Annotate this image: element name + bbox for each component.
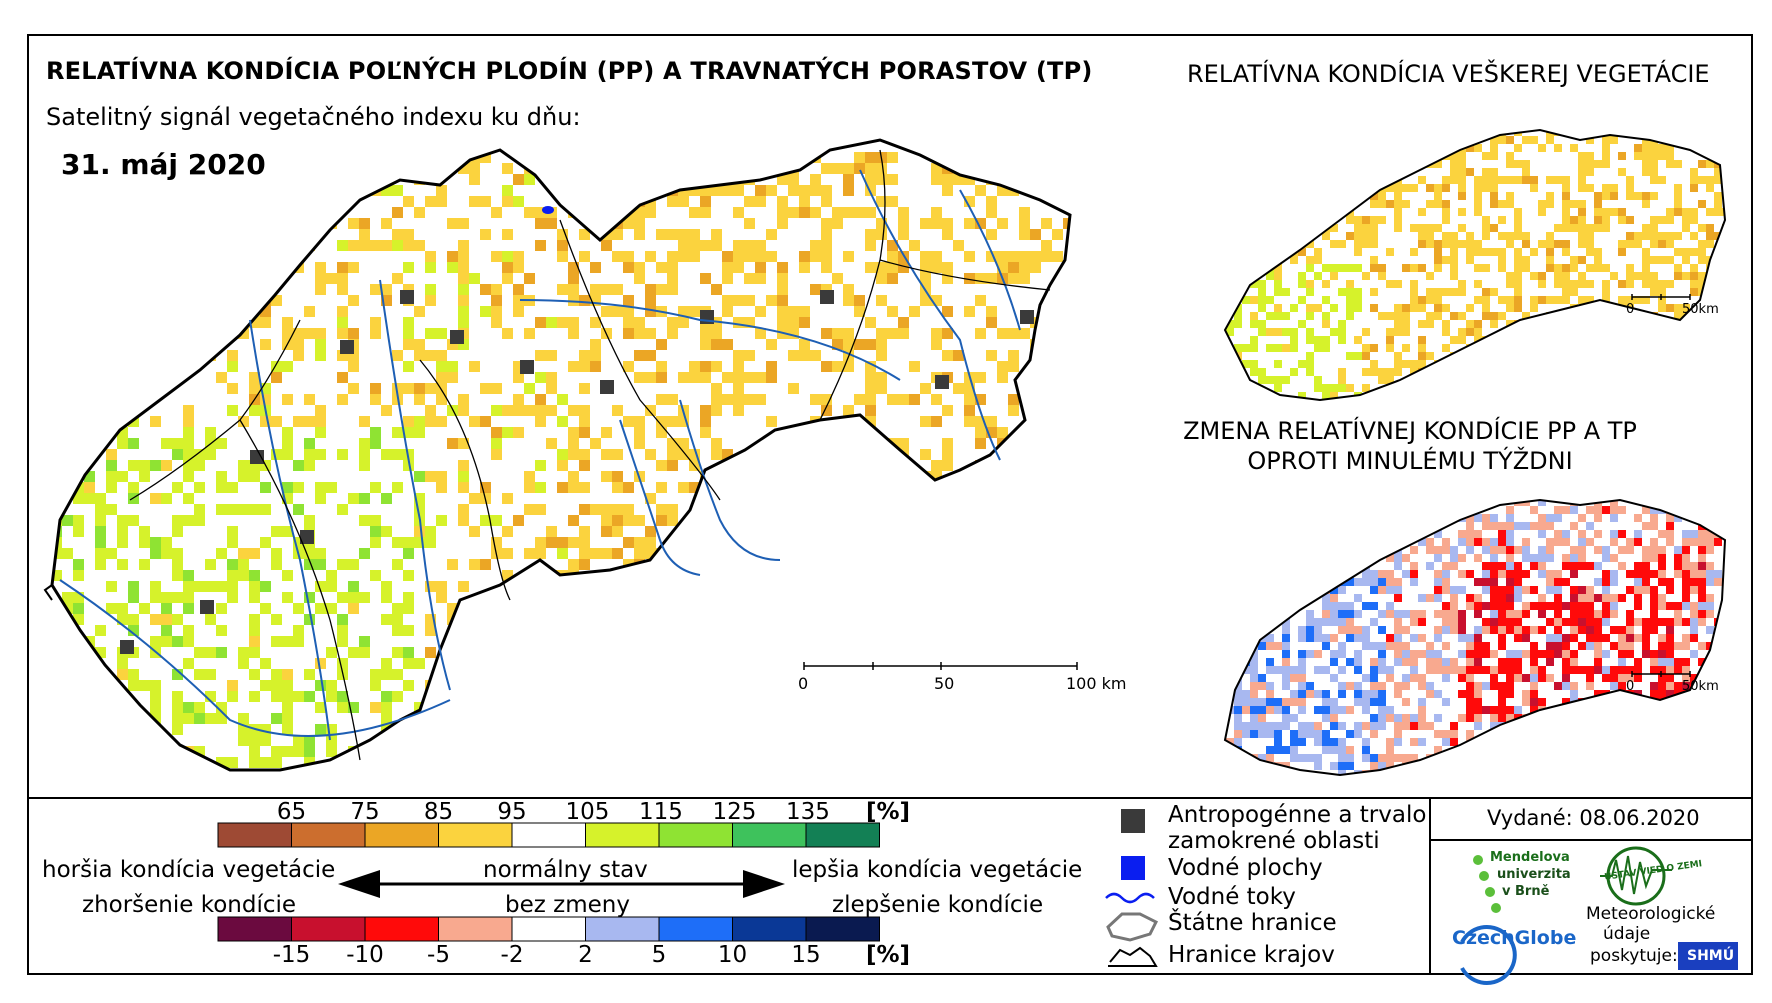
ustav-logo-icon [1600, 846, 1672, 906]
mendel-text-2: univerzita [1497, 867, 1571, 882]
shmu-logo-icon [1678, 942, 1738, 970]
change-unit: [%] [866, 942, 911, 968]
czechglobe-text: CzechGlobe [1452, 927, 1577, 949]
improvement-label: zlepšenie kondície [832, 892, 1044, 918]
issued-date: Vydané: 08.06.2020 [1487, 806, 1700, 830]
small-scale-top-0: 0 [1626, 302, 1635, 317]
legend-arrow [338, 870, 785, 898]
change-tick-label: -15 [272, 942, 311, 968]
meteo-text-1: Meteorologické [1586, 904, 1716, 924]
worse-condition-label: horšia kondícia vegetácie [42, 857, 336, 883]
subtitle: Satelitný signál vegetačného indexu ku d… [46, 103, 581, 131]
change-swatch-7 [732, 916, 807, 942]
condition-swatch-4 [511, 822, 586, 848]
condition-tick-label: 75 [350, 799, 380, 825]
change-swatch-8 [805, 916, 880, 942]
better-condition-label: lepšia kondícia vegetácie [792, 857, 1083, 883]
normal-state-label: normálny stav [483, 857, 648, 883]
main-scale-0: 0 [798, 674, 809, 693]
change-swatch-2 [364, 916, 439, 942]
condition-tick-label: 135 [786, 799, 830, 825]
issued-box-divider [1429, 839, 1753, 841]
water-swatch [1121, 856, 1145, 880]
condition-tick-label: 105 [565, 799, 610, 825]
meteo-text-3: poskytuje: [1590, 946, 1678, 966]
main-scale-100: 100 km [1066, 674, 1127, 693]
change-tick-label: 10 [717, 942, 748, 968]
small-scale-bar-top [1631, 294, 1691, 300]
region-borders-label: Hranice krajov [1168, 942, 1335, 968]
change-swatch-6 [658, 916, 733, 942]
main-scale-50: 50 [934, 674, 955, 693]
change-tick-label: -10 [346, 942, 384, 968]
issued-divider [1429, 797, 1431, 975]
change-tick-label: 2 [578, 942, 593, 968]
cond-unit: [%] [866, 799, 911, 825]
right-map-title: RELATÍVNA KONDÍCIA VEŠKEREJ VEGETÁCIE [1187, 60, 1710, 88]
change-map-title: ZMENA RELATÍVNEJ KONDÍCIE PP A TP OPROTI… [1120, 416, 1700, 476]
condition-swatch-5 [585, 822, 660, 848]
region-border-icon [1108, 946, 1158, 967]
change-color-bar [217, 916, 880, 942]
river-icon [1105, 892, 1155, 904]
condition-tick-label: 115 [639, 799, 683, 825]
date-label: 31. máj 2020 [61, 148, 266, 181]
change-swatch-0 [217, 916, 292, 942]
change-tick-label: 5 [651, 942, 667, 968]
main-title: RELATÍVNA KONDÍCIA POĽNÝCH PLODÍN (PP) A… [46, 57, 1093, 85]
condition-swatch-3 [438, 822, 513, 848]
no-change-label: bez zmeny [505, 892, 630, 918]
condition-swatch-7 [732, 822, 807, 848]
change-swatch-1 [291, 916, 366, 942]
state-borders-label: Štátne hranice [1168, 910, 1337, 936]
change-tick-label: -2 [500, 942, 524, 968]
mendel-logo-icon [1473, 855, 1501, 913]
meteo-text-2: údaje [1603, 924, 1651, 944]
condition-tick-label: 65 [276, 799, 307, 825]
condition-swatch-1 [291, 822, 366, 848]
small-scale-bottom-50: 50km [1682, 679, 1719, 694]
change-title-line2: OPROTI MINULÉMU TÝŽDNI [1247, 447, 1573, 475]
anthro-swatch [1121, 809, 1145, 833]
small-scale-top-50: 50km [1682, 302, 1719, 317]
anthro-label-1: Antropogénne a trvalo [1168, 802, 1427, 828]
change-tick-label: 15 [791, 942, 821, 968]
legend-divider [27, 797, 1753, 799]
condition-swatch-0 [217, 822, 292, 848]
water-label: Vodné plochy [1168, 855, 1323, 881]
change-swatch-5 [585, 916, 660, 942]
condition-tick-label: 125 [712, 799, 757, 825]
small-scale-bar-bottom [1631, 671, 1691, 677]
change-swatch-3 [438, 916, 513, 942]
state-border-icon [1106, 912, 1159, 942]
czechglobe-logo-icon [1460, 925, 1517, 985]
condition-tick-label: 95 [497, 799, 527, 825]
main-scale-bar [803, 662, 1078, 670]
condition-color-bar [217, 822, 880, 848]
small-scale-bottom-0: 0 [1626, 679, 1635, 694]
change-swatch-4 [511, 916, 586, 942]
anthro-label-2: zamokrené oblasti [1168, 828, 1380, 854]
change-tick-label: -5 [427, 942, 450, 968]
map-frame [27, 34, 1753, 975]
change-title-line1: ZMENA RELATÍVNEJ KONDÍCIE PP A TP [1183, 417, 1637, 445]
condition-tick-label: 85 [423, 799, 454, 825]
condition-swatch-8 [805, 822, 880, 848]
shmu-text: SHMÚ [1687, 948, 1735, 964]
worsening-label: zhoršenie kondície [82, 892, 297, 918]
mendel-text-3: v Brně [1502, 884, 1550, 899]
condition-swatch-6 [658, 822, 733, 848]
mendel-text-1: Mendelova [1490, 850, 1570, 865]
condition-swatch-2 [364, 822, 439, 848]
rivers-label: Vodné toky [1168, 884, 1296, 910]
